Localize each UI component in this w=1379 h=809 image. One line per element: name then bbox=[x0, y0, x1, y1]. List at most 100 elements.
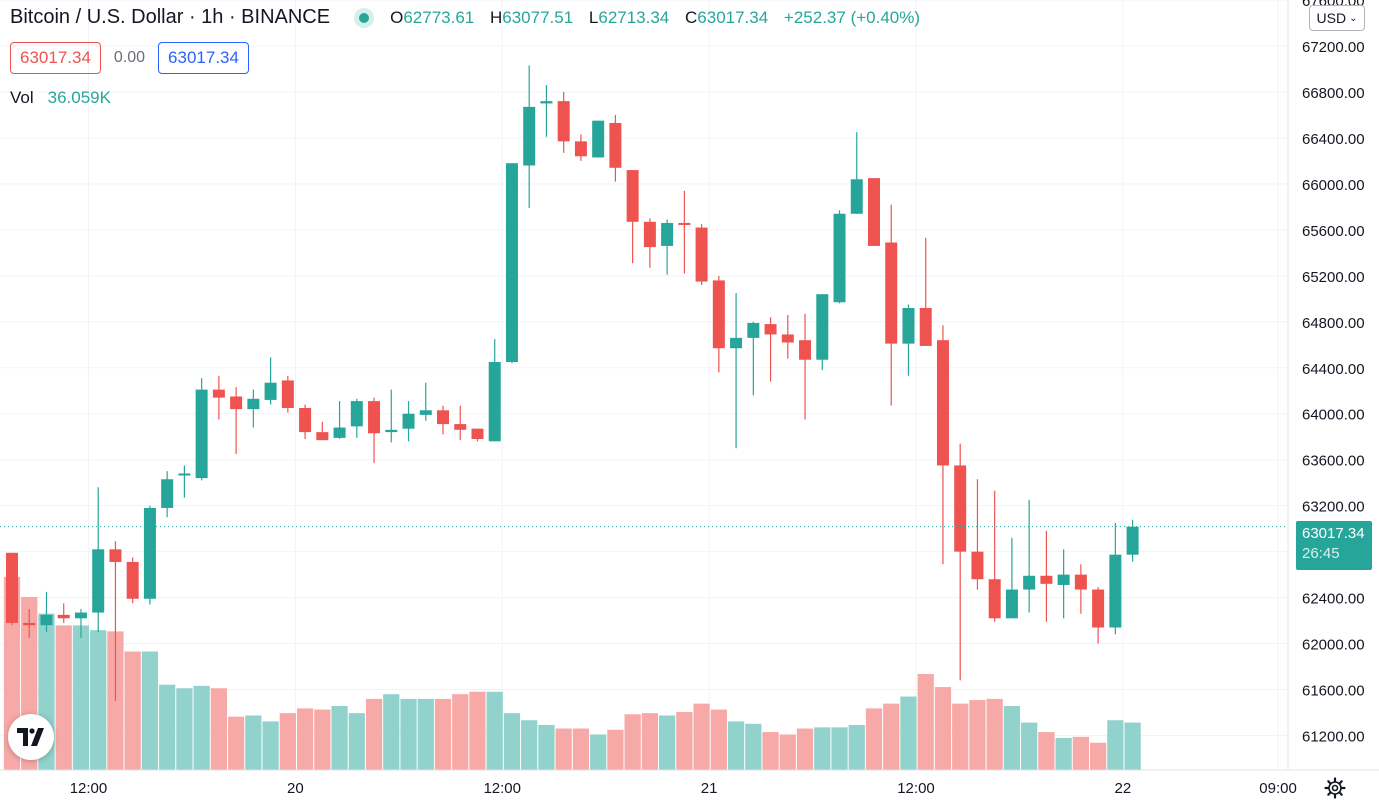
price-axis-labels: 67600.0067200.0066800.0066400.0066000.00… bbox=[1302, 0, 1365, 746]
candle bbox=[316, 421, 329, 441]
volume-bar bbox=[296, 708, 314, 770]
price-axis-label: 61600.00 bbox=[1302, 683, 1365, 700]
volume-bar bbox=[1055, 738, 1072, 770]
volume-bar bbox=[762, 732, 779, 770]
price-axis-label: 66400.00 bbox=[1302, 131, 1365, 148]
volume-bar bbox=[434, 698, 452, 770]
buy-button[interactable]: 63017.34 bbox=[158, 42, 249, 74]
candle-body bbox=[212, 389, 225, 398]
low-label: L bbox=[588, 7, 599, 27]
currency-selector[interactable]: USD ⌄ bbox=[1309, 5, 1365, 31]
candle-body bbox=[557, 101, 570, 142]
candle bbox=[178, 465, 191, 498]
open-value: 62773.61 bbox=[403, 7, 475, 27]
candle-body bbox=[764, 324, 777, 335]
candle bbox=[902, 304, 915, 376]
high-value: 63077.51 bbox=[502, 7, 574, 27]
symbol-title[interactable]: Bitcoin / U.S. Dollar · 1h · BINANCE bbox=[10, 6, 331, 28]
volume-bar bbox=[710, 709, 727, 770]
candle-body bbox=[264, 382, 277, 400]
volume-bar bbox=[934, 687, 952, 770]
candle bbox=[195, 378, 208, 481]
candle-body bbox=[178, 473, 191, 476]
candle bbox=[1074, 564, 1087, 614]
candle bbox=[868, 178, 880, 246]
candlesticks bbox=[6, 65, 1139, 702]
candle-body bbox=[626, 170, 639, 222]
candle bbox=[57, 603, 70, 623]
candle bbox=[557, 91, 570, 153]
tradingview-logo-icon[interactable] bbox=[8, 714, 54, 760]
volume-bar bbox=[72, 625, 90, 770]
candle-body bbox=[643, 221, 656, 248]
volume-bar bbox=[245, 715, 262, 770]
volume-legend[interactable]: Vol 36.059K bbox=[10, 88, 111, 108]
candle-body bbox=[230, 396, 243, 410]
time-axis-label: 21 bbox=[701, 780, 718, 797]
volume-bar bbox=[883, 703, 900, 770]
candle bbox=[695, 224, 708, 286]
candle bbox=[161, 471, 174, 518]
volume-bar bbox=[90, 630, 107, 770]
volume-bar bbox=[331, 706, 348, 770]
volume-bar bbox=[848, 724, 865, 770]
spread-value: 0.00 bbox=[113, 49, 146, 66]
volume-bar bbox=[124, 651, 141, 770]
volume-bar bbox=[986, 698, 1003, 770]
time-axis-label: 20 bbox=[287, 780, 304, 797]
volume-bar bbox=[796, 728, 814, 770]
volume-bar bbox=[831, 727, 848, 770]
low-value: 62713.34 bbox=[598, 7, 670, 27]
candle-body bbox=[1005, 589, 1018, 619]
volume-bar bbox=[693, 703, 710, 770]
candle-body bbox=[40, 614, 53, 626]
candle bbox=[816, 294, 829, 371]
last-price-value: 63017.34 bbox=[1302, 525, 1365, 542]
candle-body bbox=[281, 380, 294, 408]
candle-body bbox=[971, 551, 984, 580]
open-label: O bbox=[390, 7, 404, 27]
candle-body bbox=[902, 308, 915, 344]
bar-countdown: 26:45 bbox=[1302, 545, 1340, 562]
candle-body bbox=[333, 427, 346, 438]
candle bbox=[40, 591, 53, 633]
candle bbox=[505, 163, 518, 364]
volume-bar bbox=[572, 728, 590, 770]
candle bbox=[781, 314, 794, 359]
candle bbox=[454, 405, 467, 441]
gear-icon[interactable] bbox=[1322, 775, 1348, 801]
candle bbox=[643, 218, 656, 268]
volume-bar bbox=[624, 714, 641, 770]
price-axis-label: 63600.00 bbox=[1302, 453, 1365, 470]
volume-bar bbox=[159, 684, 176, 770]
candle bbox=[1040, 530, 1053, 622]
sell-button[interactable]: 63017.34 bbox=[10, 42, 101, 74]
candle-body bbox=[299, 407, 312, 433]
price-axis-label: 62400.00 bbox=[1302, 591, 1365, 608]
market-status-icon[interactable] bbox=[354, 7, 375, 28]
price-axis-label: 64400.00 bbox=[1302, 361, 1365, 378]
time-axis-label: 22 bbox=[1115, 780, 1132, 797]
volume-bar bbox=[262, 721, 279, 770]
volume-bar bbox=[1021, 722, 1038, 770]
candle bbox=[247, 389, 260, 428]
price-axis-label: 65200.00 bbox=[1302, 269, 1365, 286]
candle bbox=[678, 190, 691, 274]
candle bbox=[74, 609, 87, 638]
volume-bar bbox=[555, 728, 572, 770]
candle-body bbox=[437, 410, 449, 425]
candle-body bbox=[488, 362, 501, 442]
volume-bar bbox=[314, 709, 331, 770]
candle-body bbox=[936, 340, 949, 466]
candle bbox=[6, 552, 18, 626]
candle-body bbox=[1109, 554, 1122, 628]
candle bbox=[1092, 587, 1105, 644]
time-axis-label: 12:00 bbox=[897, 780, 935, 797]
candle-body bbox=[143, 507, 156, 599]
volume-bar bbox=[659, 715, 676, 770]
candle-body bbox=[868, 178, 880, 246]
candle-body bbox=[574, 141, 587, 157]
volume-bar bbox=[952, 703, 969, 770]
close-value: 63017.34 bbox=[697, 7, 769, 27]
